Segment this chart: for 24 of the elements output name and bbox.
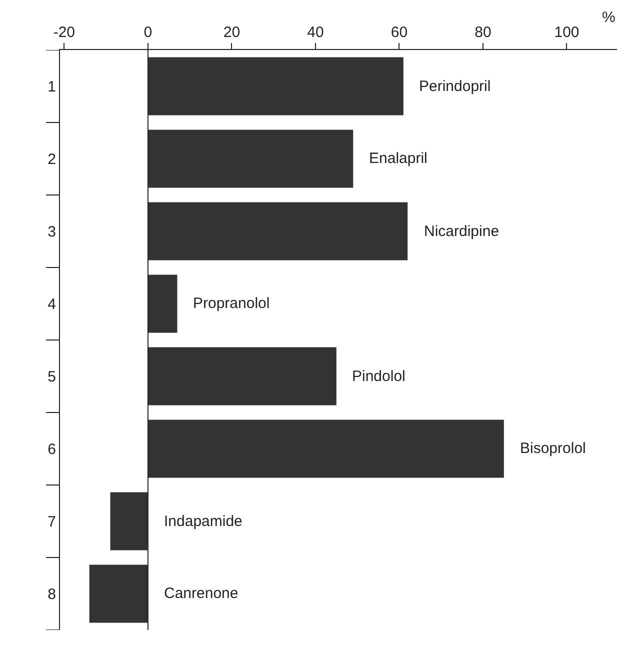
annotation: Nicardipine — [424, 223, 500, 240]
annotation: Perindopril — [419, 78, 491, 95]
y-tick-label: 1 — [48, 78, 56, 96]
x-tick-label: 40 — [307, 24, 324, 41]
x-axis-title: % — [602, 9, 616, 26]
y-tick-label: 3 — [48, 224, 56, 240]
x-tick-label: 60 — [390, 24, 408, 41]
x-tick-label: 0 — [144, 24, 152, 41]
y-tick-label: 8 — [48, 586, 56, 603]
annotation: Canrenone — [164, 585, 238, 602]
annotation: Pindolol — [352, 368, 406, 385]
x-tick-label: 80 — [474, 24, 492, 41]
y-tick-label: 6 — [48, 441, 56, 458]
annotation: Enalapril — [369, 150, 428, 167]
annotation: Indapamide — [164, 513, 242, 530]
y-tick-label: 5 — [48, 368, 56, 386]
y-tick-label: 4 — [48, 296, 56, 313]
x-tick-label: 20 — [223, 24, 240, 41]
y-tick-label: 2 — [48, 151, 56, 168]
x-tick-label: -20 — [53, 24, 76, 41]
annotation: Bisoprolol — [520, 440, 586, 457]
x-tick-label: 100 — [554, 24, 580, 41]
annotation: Propranolol — [193, 295, 270, 312]
y-tick-label: 7 — [48, 514, 56, 530]
